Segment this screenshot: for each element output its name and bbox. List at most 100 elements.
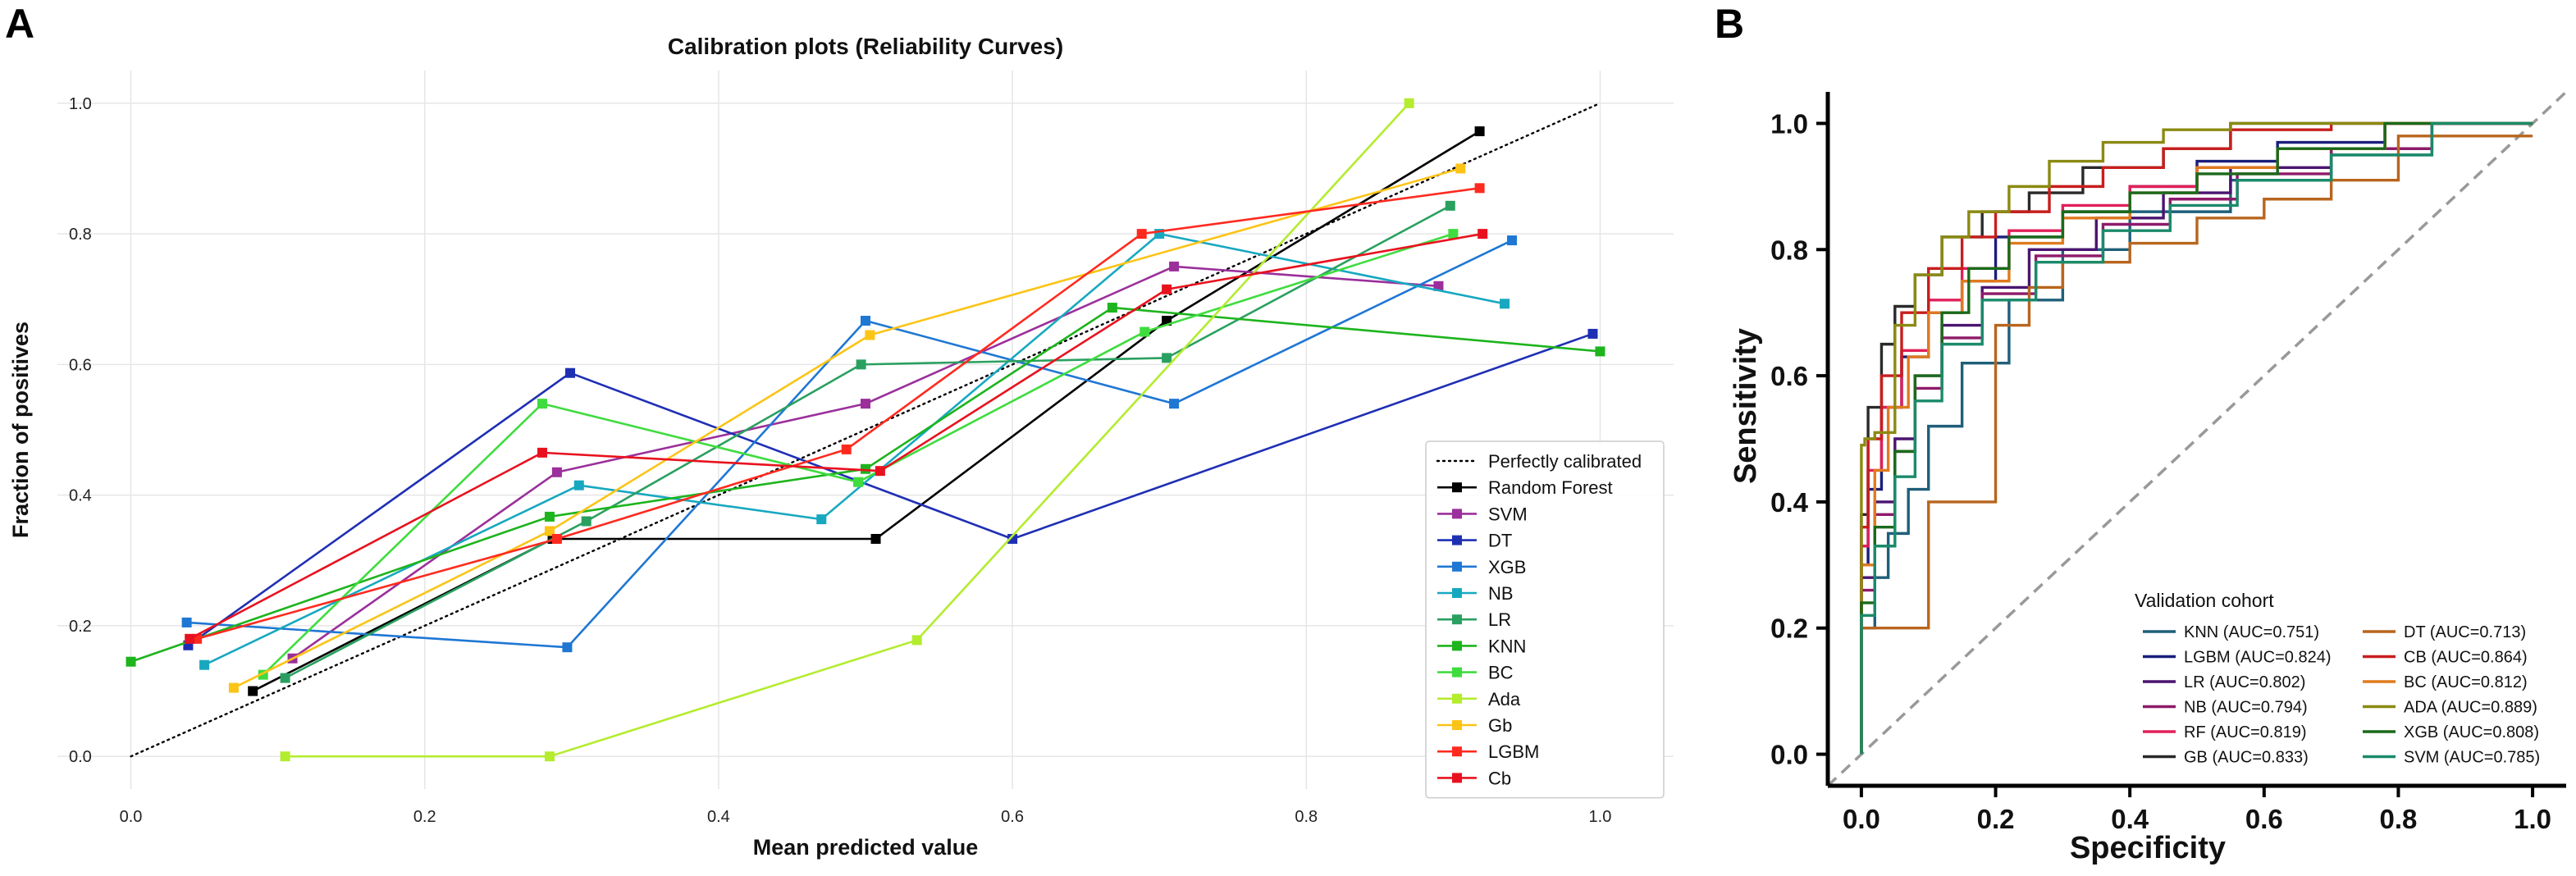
data-point-svm xyxy=(861,399,870,409)
data-point-dt xyxy=(565,367,576,378)
legend-label: SVM xyxy=(1488,504,1528,524)
chart-b-legend-title: Validation cohort xyxy=(2135,590,2274,611)
data-point-cb xyxy=(1478,229,1488,240)
data-point-gb xyxy=(865,330,875,340)
chart-b-x-tick-label: 0.0 xyxy=(1843,804,1880,834)
data-point-gb xyxy=(228,682,239,693)
data-point-nb xyxy=(573,480,584,490)
data-point-nb xyxy=(816,514,827,525)
data-point-svm xyxy=(551,467,562,477)
chart-a-x-tick-label: 0.6 xyxy=(1001,808,1024,826)
chart-a-y-tick-label: 0.0 xyxy=(69,748,92,766)
data-point-lr xyxy=(581,516,591,527)
legend-label: BC (AUC=0.812) xyxy=(2404,673,2528,691)
legend-entry-svm: SVM xyxy=(1437,504,1528,524)
chart-a-reference xyxy=(130,102,1601,758)
series-cb xyxy=(185,229,1488,644)
legend-marker xyxy=(1452,773,1462,783)
data-point-dt xyxy=(1587,328,1598,339)
legend-marker xyxy=(1452,746,1462,757)
legend-entry-ada-auc-0-889: ADA (AUC=0.889) xyxy=(2363,699,2537,717)
legend-entry-lgbm: LGBM xyxy=(1437,741,1539,762)
data-point-lr xyxy=(1162,353,1172,363)
data-point-bc xyxy=(1140,326,1150,337)
panel-b-letter: B xyxy=(1715,1,1744,47)
legend-entry-lr-auc-0-802: LR (AUC=0.802) xyxy=(2143,673,2305,691)
legend-entry-bc-auc-0-812: BC (AUC=0.812) xyxy=(2363,673,2528,691)
chart-b-x-tick-label: 0.4 xyxy=(2111,804,2149,834)
legend-entry-xgb-auc-0-808: XGB (AUC=0.808) xyxy=(2363,723,2539,741)
chart-b-x-tick-label: 0.2 xyxy=(1977,804,2015,834)
legend-marker xyxy=(1452,641,1462,651)
data-point-ada xyxy=(544,751,555,762)
chart-b-y-tick-label: 0.6 xyxy=(1770,361,1808,391)
chart-a-ticks: 0.0 0.2 0.4 0.6 0.8 1.0 0.0 0.2 0.4 0.6 0.8 1.0 xyxy=(69,95,1611,826)
data-point-xgb xyxy=(861,316,870,326)
chart-b-axes xyxy=(1825,92,2566,788)
legend-label: LGBM xyxy=(1488,741,1539,762)
series-lr xyxy=(280,200,1455,683)
data-point-random-forest xyxy=(248,686,258,696)
legend-entry-gb: Gb xyxy=(1437,715,1512,736)
roc-curve-dt-auc-0-713 xyxy=(1860,135,2533,755)
data-point-xgb xyxy=(1169,399,1180,409)
roc-curve-svm-auc-0-785 xyxy=(1860,121,2533,755)
series-line-dt xyxy=(187,332,1593,646)
series-lgbm xyxy=(192,183,1485,644)
data-point-ada xyxy=(1404,98,1414,108)
series-bc xyxy=(258,229,1459,680)
data-point-cb xyxy=(875,466,885,477)
chart-a-y-tick-label: 1.0 xyxy=(69,95,92,113)
chart-b-y-tick-label: 1.0 xyxy=(1770,108,1808,139)
data-point-cb xyxy=(1162,284,1172,294)
data-point-knn xyxy=(1107,303,1117,313)
data-point-ada xyxy=(911,635,922,646)
legend-entry-rf-auc-0-819: RF (AUC=0.819) xyxy=(2143,723,2307,741)
data-point-nb xyxy=(199,659,210,670)
legend-entry-bc: BC xyxy=(1437,663,1514,683)
series-nb xyxy=(199,229,1510,670)
calibration-chart: Calibration plots (Reliability Curves) 0… xyxy=(8,34,1674,860)
legend-label: Random Forest xyxy=(1488,477,1613,498)
legend-entry-cb: Cb xyxy=(1437,768,1511,788)
legend-label: CB (AUC=0.864) xyxy=(2404,649,2528,667)
data-point-lr xyxy=(856,359,866,370)
legend-label: KNN (AUC=0.751) xyxy=(2184,623,2319,641)
chart-a-y-tick-label: 0.2 xyxy=(69,618,92,636)
legend-label: XGB xyxy=(1488,557,1526,577)
chart-a-y-tick-label: 0.8 xyxy=(69,226,92,244)
legend-label: KNN xyxy=(1488,636,1526,656)
series-xgb xyxy=(181,235,1517,653)
chart-b-y-tick-label: 0.2 xyxy=(1770,614,1808,644)
legend-label: NB (AUC=0.794) xyxy=(2184,699,2308,717)
chart-b-y-tick-label: 0.8 xyxy=(1770,235,1808,265)
data-point-random-forest xyxy=(870,533,881,544)
series-gb xyxy=(228,163,1466,693)
legend-marker xyxy=(1452,588,1462,598)
chart-b-y-tick-label: 0.0 xyxy=(1770,740,1808,770)
legend-entry-random-forest: Random Forest xyxy=(1437,477,1613,498)
legend-label: Gb xyxy=(1488,715,1512,736)
legend-label: LGBM (AUC=0.824) xyxy=(2184,649,2332,667)
data-point-gb xyxy=(1455,163,1466,174)
data-point-lr xyxy=(1445,200,1455,211)
roc-chart: 0.0 0.2 0.4 0.6 0.8 1.0 0.0 0.2 0.4 0.6 0.8 1.0 Spe… xyxy=(1729,90,2568,865)
legend-entry-nb-auc-0-794: NB (AUC=0.794) xyxy=(2143,699,2308,717)
panel-a-letter: A xyxy=(5,1,34,47)
data-point-xgb xyxy=(562,642,573,653)
data-point-lgbm xyxy=(551,533,562,544)
legend-label: GB (AUC=0.833) xyxy=(2184,749,2309,767)
chart-a-title: Calibration plots (Reliability Curves) xyxy=(668,34,1063,59)
legend-label: SVM (AUC=0.785) xyxy=(2404,749,2540,767)
chart-a-series xyxy=(126,98,1605,762)
data-point-dt xyxy=(1007,533,1018,544)
legend-entry-lgbm-auc-0-824: LGBM (AUC=0.824) xyxy=(2143,649,2332,667)
chart-a-y-tick-label: 0.6 xyxy=(69,356,92,374)
legend-entry-lr: LR xyxy=(1437,609,1511,630)
series-random-forest xyxy=(248,126,1485,696)
chart-a-x-tick-label: 1.0 xyxy=(1589,808,1612,826)
data-point-svm xyxy=(1433,281,1444,291)
chart-a-x-tick-label: 0.0 xyxy=(120,808,143,826)
legend-entry-gb-auc-0-833: GB (AUC=0.833) xyxy=(2143,749,2309,767)
